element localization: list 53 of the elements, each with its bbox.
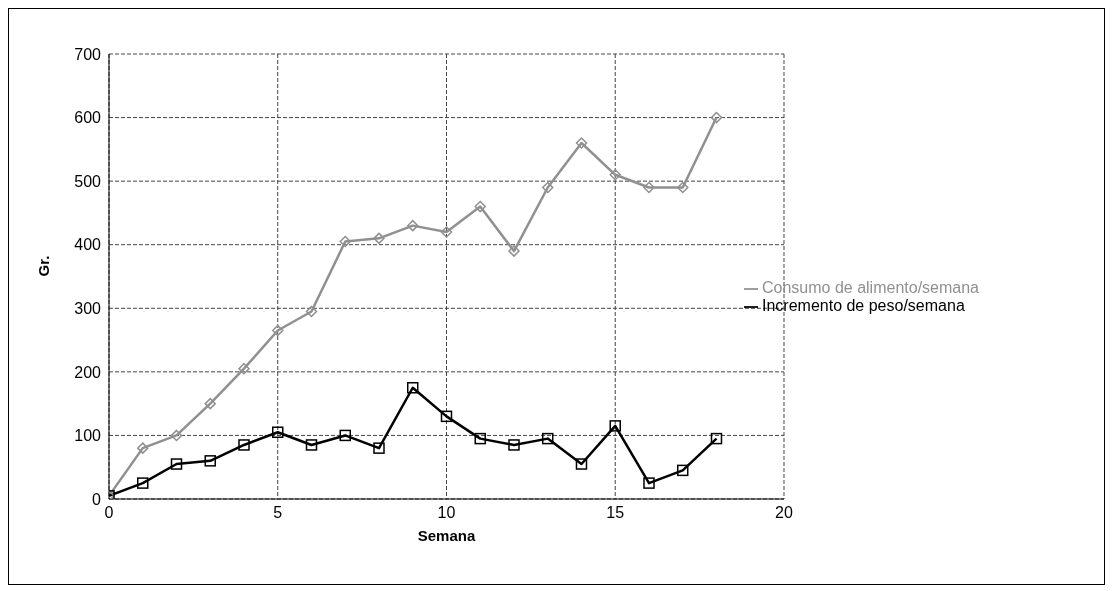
point [474,200,486,213]
point [170,458,183,470]
point [373,442,385,454]
y-tick-label: 700 [74,45,102,63]
y-tick-label: 400 [74,236,102,254]
x-tick-label: 5 [273,504,283,522]
point [339,235,351,248]
point [305,439,318,451]
y-tick-label: 200 [74,363,102,381]
x-tick-label: 15 [606,504,625,522]
point [643,181,655,194]
point [238,362,250,375]
point [406,219,419,232]
point [305,305,318,318]
point [339,429,351,442]
point [170,429,183,442]
point [137,442,149,454]
point [440,226,453,238]
x-tick-label: 20 [775,504,793,522]
point [508,245,520,257]
point [676,181,689,194]
point [710,111,723,124]
y-axis-title: Gr. [35,255,53,277]
y-tick-label: 300 [74,299,102,317]
point [609,420,621,432]
point [137,477,149,489]
x-tick-label: 10 [437,504,456,522]
legend-label: Consumo de alimento/semana [761,279,979,296]
point [541,432,554,445]
point [541,181,554,194]
point [575,458,588,470]
y-tick-label: 500 [74,172,102,190]
point [373,232,385,245]
point [643,477,655,489]
point [204,455,216,467]
point [204,397,216,410]
point [474,432,486,445]
point [609,169,621,181]
point [440,410,453,423]
y-tick-label: 100 [74,427,102,445]
y-tick-label: 0 [92,490,102,508]
y-tick-label: 600 [74,109,102,127]
point [406,382,419,394]
point [272,324,284,337]
legend-label: Incremento de peso/semana [761,297,965,314]
point [508,439,520,451]
point [710,432,723,445]
x-axis-title: Semana [417,527,476,544]
point [272,426,284,438]
point [676,464,689,477]
point [575,137,588,149]
x-tick-label: 0 [104,504,114,522]
point [238,439,250,451]
